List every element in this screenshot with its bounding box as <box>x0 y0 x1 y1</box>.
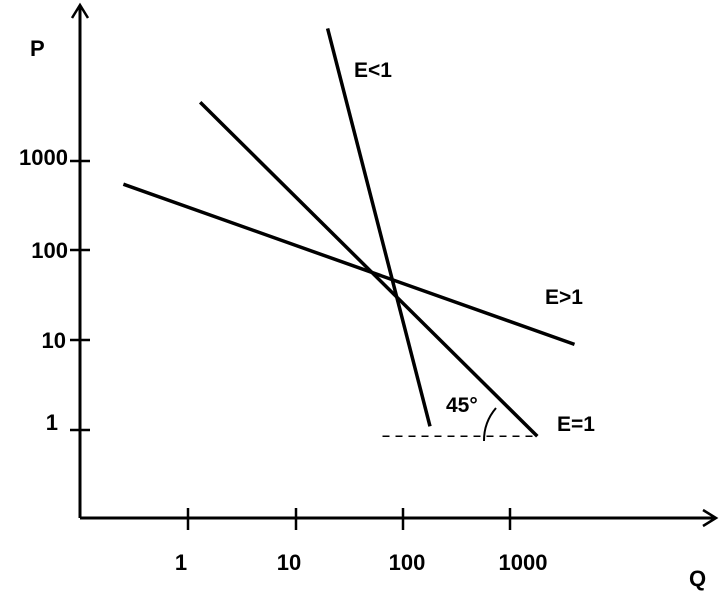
y-axis-arrow <box>70 2 90 19</box>
demand-curve-1 <box>325 27 432 427</box>
series-layer <box>122 27 576 438</box>
demand-curve-3 <box>122 182 576 347</box>
demand-curve-2 <box>198 101 539 438</box>
y-tick-label: 100 <box>31 238 68 263</box>
angle-label: 45° <box>446 394 478 417</box>
x-axis-label: Q <box>689 566 706 591</box>
y-tick-label: 1 <box>46 410 58 435</box>
series-label-e-less-1: E<1 <box>354 59 392 82</box>
angle-arc <box>482 407 497 442</box>
y-ticks: 1000 100 10 1 <box>19 145 90 435</box>
x-ticks: 1 10 100 1000 <box>175 508 548 575</box>
y-axis-label: P <box>30 36 45 61</box>
x-tick-label: 1 <box>175 550 187 575</box>
y-tick-label: 10 <box>42 328 66 353</box>
x-tick-label: 10 <box>277 550 301 575</box>
series-label-e-equal-1: E=1 <box>557 413 595 436</box>
y-tick-label: 1000 <box>19 145 68 170</box>
x-tick-label: 1000 <box>499 550 548 575</box>
x-tick-label: 100 <box>389 550 426 575</box>
series-label-e-greater-1: E>1 <box>545 286 583 309</box>
x-axis-arrow <box>702 508 719 528</box>
